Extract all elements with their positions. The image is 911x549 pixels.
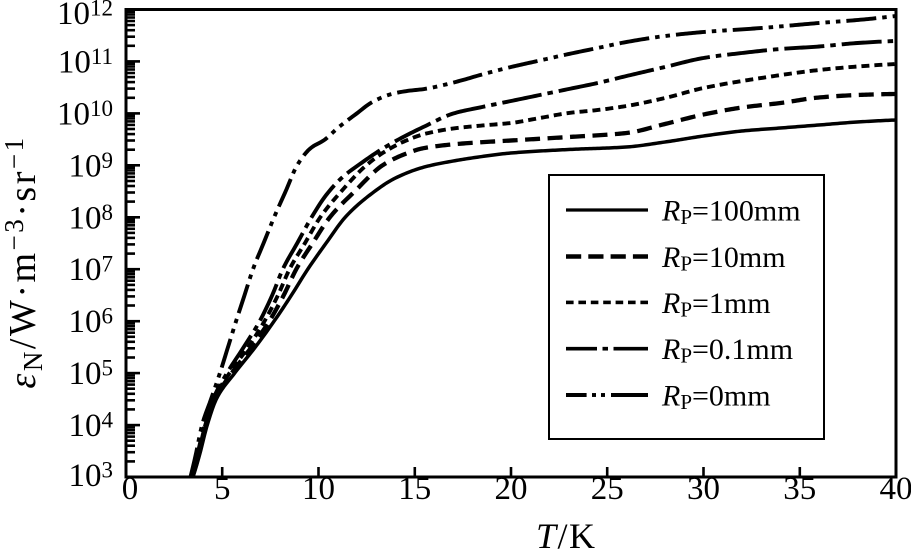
svg-text:RP=0.1mm: RP=0.1mm	[661, 333, 793, 368]
svg-text:RP=10mm: RP=10mm	[661, 241, 786, 276]
svg-text:RP=100mm: RP=100mm	[661, 195, 801, 230]
svg-text:εN/W·m−3·sr−1: εN/W·m−3·sr−1	[0, 135, 48, 388]
svg-text:10: 10	[302, 471, 335, 507]
svg-text:30: 30	[687, 471, 720, 507]
svg-text:T/K: T/K	[536, 516, 597, 549]
svg-text:5: 5	[214, 471, 231, 507]
svg-text:106: 106	[69, 304, 114, 341]
svg-text:RP=0mm: RP=0mm	[661, 380, 771, 415]
svg-text:25: 25	[591, 471, 624, 507]
svg-text:0: 0	[122, 471, 139, 507]
svg-text:35: 35	[783, 471, 816, 507]
svg-text:RP=1mm: RP=1mm	[661, 287, 771, 322]
svg-text:15: 15	[398, 471, 431, 507]
svg-text:20: 20	[495, 471, 528, 507]
svg-text:109: 109	[69, 148, 114, 185]
svg-text:40: 40	[880, 471, 911, 507]
